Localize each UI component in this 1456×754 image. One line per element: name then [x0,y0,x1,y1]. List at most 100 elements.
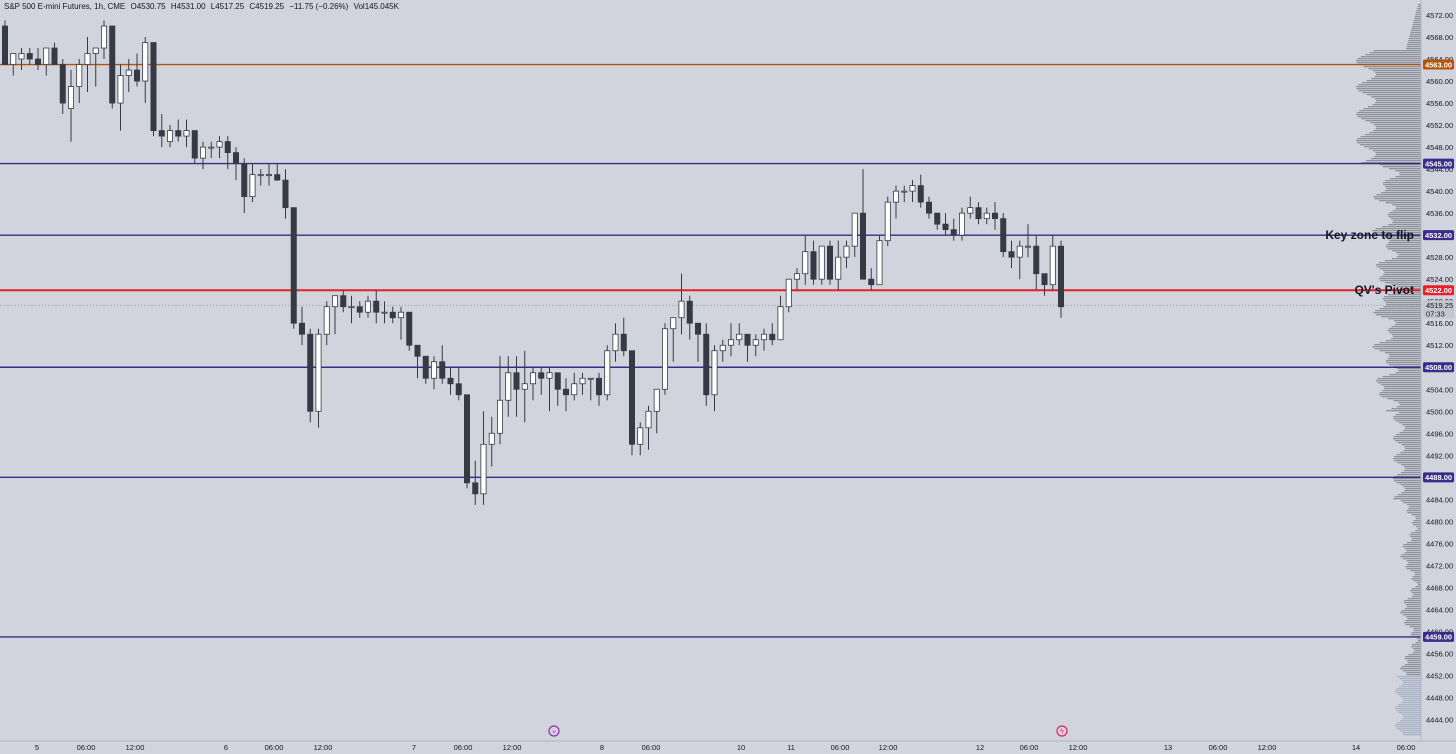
volume-profile-bar [1401,444,1421,446]
candle-body [835,256,842,280]
volume-profile-bar [1411,592,1421,594]
volume-profile-bar [1403,470,1421,472]
symbol-legend[interactable]: S&P 500 E-mini Futures, 1h, CME O4530.75… [4,2,402,11]
volume-profile-bar [1395,690,1421,692]
volume-profile-bar [1391,408,1421,410]
price-tick-label: 4528.00 [1426,253,1453,262]
candle-body [975,207,982,220]
candle-body [563,388,570,396]
candle-body [26,53,33,60]
countdown-label: 07:33 [1426,309,1445,318]
price-tick-label: 4460.00 [1426,627,1453,636]
volume-profile-bar [1396,454,1421,456]
candle [373,290,380,324]
time-tick-label: 06:00 [1020,743,1039,752]
level-price-label: 4508.00 [1425,363,1452,372]
candle [43,47,50,76]
volume-profile-bar [1411,588,1421,590]
volume-profile-bar [1375,264,1421,266]
time-axis[interactable]: 5 06:00 12:00 6 06:00 12:00 7 06:00 12:00 8 06:00 1… [35,743,1415,752]
candle-body [455,383,462,396]
candle [637,422,644,456]
events-marker-icon[interactable]: » [548,725,560,737]
volume-profile-bar [1381,226,1421,228]
volume-profile-bar [1383,306,1421,308]
volume-profile-bar [1413,594,1421,596]
volume-profile-bar [1381,316,1421,318]
volume-profile-bar [1383,386,1421,388]
price-tick-label: 4572.00 [1426,11,1453,20]
volume-profile-bar [1413,628,1421,630]
dividends-marker-icon[interactable]: ϟ [1056,725,1068,737]
time-tick-label: 13 [1164,743,1172,752]
volume-profile-bar [1407,542,1421,544]
volume-profile-bar [1413,22,1421,24]
volume-profile-bar [1406,606,1421,608]
level-price-labels: 4563.00 4545.00 4532.00 4522.00 4508.00 4488.… [1423,59,1454,642]
volume-profile-bar [1394,480,1421,482]
candle-body [554,372,561,390]
volume-profile-bar [1384,388,1421,390]
volume-profile-bar [1410,634,1421,636]
volume-profile-bar [1400,720,1421,722]
price-tick-label: 4456.00 [1426,649,1453,658]
volume-profile-bar [1382,298,1421,300]
level-price-label: 4488.00 [1425,473,1452,482]
volume-profile-bar [1369,132,1421,134]
volume-profile-bar [1369,52,1421,54]
candle-body [1033,245,1040,275]
candle [554,372,561,406]
candle [414,344,421,379]
candle [59,59,66,115]
volume-profile-bar [1383,270,1421,272]
level-annotation: QV's Pivot [1354,283,1414,297]
volume-profile-bar [1391,258,1421,260]
candle-body [901,190,908,193]
candle [430,356,437,390]
candle-body [752,339,759,346]
volume-profile [1356,4,1421,736]
price-tick-label: 4468.00 [1426,583,1453,592]
volume-profile-bar [1400,556,1421,558]
volume-profile-bar [1396,688,1421,690]
volume-profile-bar [1389,178,1421,180]
volume-profile-bar [1357,58,1421,60]
volume-profile-bar [1393,292,1421,294]
volume-profile-bar [1393,320,1421,322]
volume-profile-bar [1366,160,1421,162]
candle [538,367,545,395]
volume-profile-bar [1411,540,1421,542]
candle-body [744,333,751,346]
volume-profile-bar [1399,288,1421,290]
volume-profile-bar [1385,180,1421,182]
candle-body [637,427,644,445]
price-tick-label: 4472.00 [1426,561,1453,570]
candle-body [530,372,537,385]
level-price-label: 4532.00 [1425,231,1452,240]
candle-body [241,163,248,198]
candle-body [439,361,446,379]
candle [348,295,355,324]
candle-body [249,174,256,198]
volume-profile-bar [1400,472,1421,474]
candle [84,37,91,93]
candle-body [777,306,784,341]
candle-body [101,25,108,49]
volume-profile-bar [1415,14,1421,16]
candle [563,378,570,412]
volume-profile-bar [1381,396,1421,398]
candle [1033,235,1040,291]
candle-body [851,212,858,247]
candle-body [92,47,99,54]
volume-profile-bar [1398,370,1421,372]
time-tick-label: 06:00 [265,743,284,752]
volume-profile-bar [1404,548,1421,550]
candle-body [992,212,999,220]
volume-profile-bar [1401,714,1421,716]
candle [620,317,627,357]
candle [68,70,75,142]
current-price-badge [1423,300,1454,319]
volume-profile-bar [1411,632,1421,634]
volume-profile-bar [1398,402,1421,404]
